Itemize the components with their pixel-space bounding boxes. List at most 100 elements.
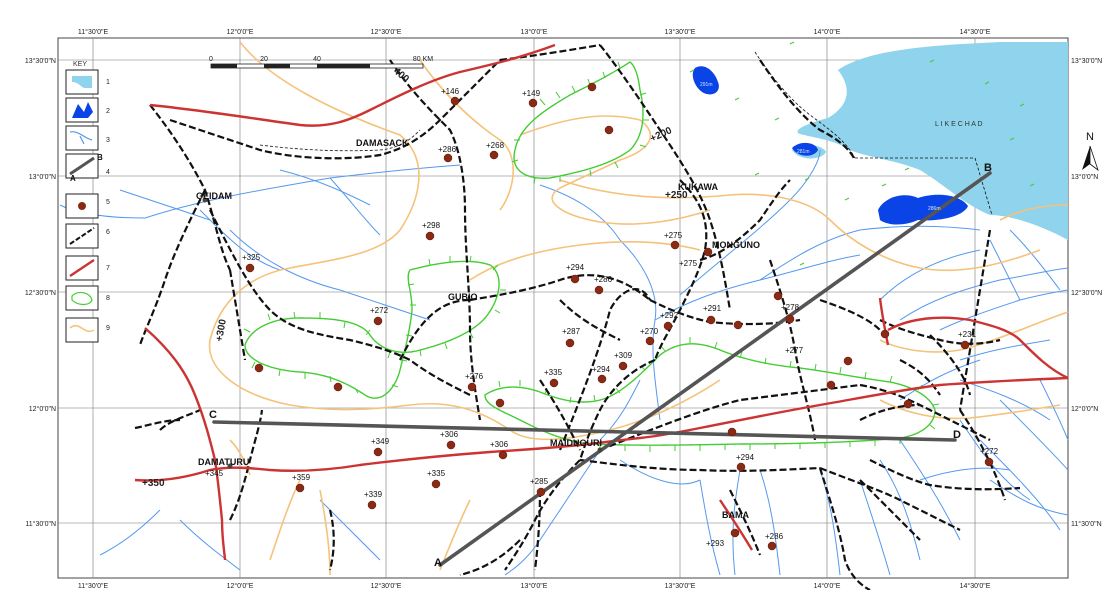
lat-left-4: 12°0'0"N	[29, 405, 56, 413]
town-markers	[202, 197, 603, 469]
legend-num-6: 6	[106, 229, 110, 236]
spot-value: +306	[490, 440, 509, 449]
spot-value: +286	[765, 532, 784, 541]
lake-chad	[692, 42, 1068, 240]
lat-left-1: 13°30'0"N	[25, 57, 56, 65]
legend-num-2: 2	[106, 108, 110, 115]
lat-right-4: 12°0'0"N	[1071, 405, 1098, 413]
spot-value: +306	[440, 430, 459, 439]
scale-bar: 0 20 40 80 KM	[209, 56, 433, 69]
spot-value: +291	[703, 304, 722, 313]
legend-num-5: 5	[106, 199, 110, 206]
spot-value: +270	[640, 327, 659, 336]
legend-num-8: 8	[106, 295, 110, 302]
spot-value: +293	[706, 539, 725, 548]
spot-value: +294	[736, 453, 755, 462]
spot-values: +146 +149 +286 +268 +298 +325 +272 +294 …	[205, 87, 999, 548]
profile-end-labels: A B C D	[209, 162, 992, 569]
town-gubio: GUBIO	[448, 292, 478, 302]
town-maiduguri: MAIDUGURI	[550, 438, 602, 448]
borehole-markers	[245, 82, 994, 551]
map-frame	[57, 37, 1069, 579]
town-labels: DAMASACK GEIDAM KUKAWA MONGUNO GUBIO MAI…	[196, 138, 760, 520]
legend-contour-swatch	[69, 324, 95, 333]
lon-bottom-7: 14°30'0"E	[960, 582, 991, 590]
lat-left-3: 12°30'0"N	[25, 289, 56, 297]
profile-ab	[438, 171, 992, 567]
profile-label-a: A	[434, 557, 442, 569]
spot-value: +146	[441, 87, 460, 96]
lon-bottom-5: 13°30'0"E	[665, 582, 696, 590]
pond-label: 286m	[928, 206, 941, 212]
spot-value: +231	[958, 330, 977, 339]
spot-value: +325	[242, 253, 261, 262]
lat-right-3: 12°30'0"N	[1071, 289, 1102, 297]
contour-label-350: +350	[142, 478, 165, 489]
spot-value: +268	[486, 141, 505, 150]
lat-right-1: 13°30'0"N	[1071, 57, 1102, 65]
spot-value: +149	[522, 89, 541, 98]
spot-value: +309	[614, 351, 633, 360]
legend-pond-swatch	[72, 102, 93, 118]
spot-value: +278	[781, 303, 800, 312]
town-bama: BAMA	[722, 510, 749, 520]
profile-label-c: C	[209, 409, 217, 421]
spot-value: +335	[544, 368, 563, 377]
north-label: N	[1086, 131, 1094, 143]
legend-num-7: 7	[106, 265, 110, 272]
legend-num-3: 3	[106, 137, 110, 144]
spot-value: +298	[422, 221, 441, 230]
spot-value: +292	[660, 311, 679, 320]
spot-value: +349	[371, 437, 390, 446]
lon-top-5: 13°30'0"E	[665, 28, 696, 36]
scale-tick-20: 20	[260, 56, 268, 63]
pond-labels: 291m 281m 286m	[700, 82, 941, 212]
legend-river-swatch	[69, 131, 93, 145]
lon-bottom-4: 13°0'0"E	[521, 582, 548, 590]
town-damaturu: DAMATURU	[198, 457, 249, 467]
lat-right-2: 13°0'0"N	[1071, 173, 1098, 181]
spot-value: +294	[566, 263, 585, 272]
spot-value: +286	[594, 275, 613, 284]
spot-value: +275	[664, 231, 683, 240]
lon-top-6: 14°0'0"E	[814, 28, 841, 36]
legend-num-9: 9	[106, 325, 110, 332]
contour-label-300: +300	[214, 318, 229, 343]
north-arrow: N	[1082, 131, 1099, 172]
contour-label-250: +250	[665, 190, 688, 201]
town-geidam: GEIDAM	[196, 191, 232, 201]
spot-value: +287	[562, 327, 581, 336]
lon-bottom-1: 11°30'0"E	[78, 582, 109, 590]
scale-tick-80: 80 KM	[413, 56, 433, 63]
lon-top-1: 11°30'0"E	[78, 28, 109, 36]
scale-tick-40: 40	[313, 56, 321, 63]
legend-road-swatch	[69, 259, 95, 277]
divide-hachures	[243, 61, 940, 452]
town-monguno: MONGUNO	[712, 240, 760, 250]
coordinate-labels: 11°30'0"E 12°0'0"E 12°30'0"E 13°0'0"E 13…	[25, 28, 1102, 590]
north-arrow-icon	[1082, 146, 1090, 170]
legend-borehole-swatch	[78, 202, 86, 210]
spot-value: +285	[530, 477, 549, 486]
main-roads	[134, 43, 1069, 561]
lon-bottom-2: 12°0'0"E	[227, 582, 254, 590]
town-kukawa: KUKAWA	[678, 182, 718, 192]
lon-top-7: 14°30'0"E	[960, 28, 991, 36]
spot-value: +359	[292, 473, 311, 482]
lon-top-3: 12°30'0"E	[371, 28, 402, 36]
pond-label: 291m	[700, 82, 713, 88]
legend-track-swatch	[69, 227, 95, 245]
spot-value: +294	[592, 365, 611, 374]
legend-num-4: 4	[106, 169, 110, 176]
pond-label: 281m	[797, 149, 810, 155]
drainage-network	[59, 149, 1069, 576]
profile-lines	[212, 171, 992, 567]
legend: KEY A B 1 2 3 4 5 6 7 8 9	[65, 61, 110, 343]
legend-num-1: 1	[106, 79, 110, 86]
lon-bottom-3: 12°30'0"E	[371, 582, 402, 590]
lon-bottom-6: 14°0'0"E	[814, 582, 841, 590]
profile-label-b: B	[984, 162, 992, 174]
spot-value: +272	[980, 447, 999, 456]
spot-value: +345	[205, 469, 224, 478]
